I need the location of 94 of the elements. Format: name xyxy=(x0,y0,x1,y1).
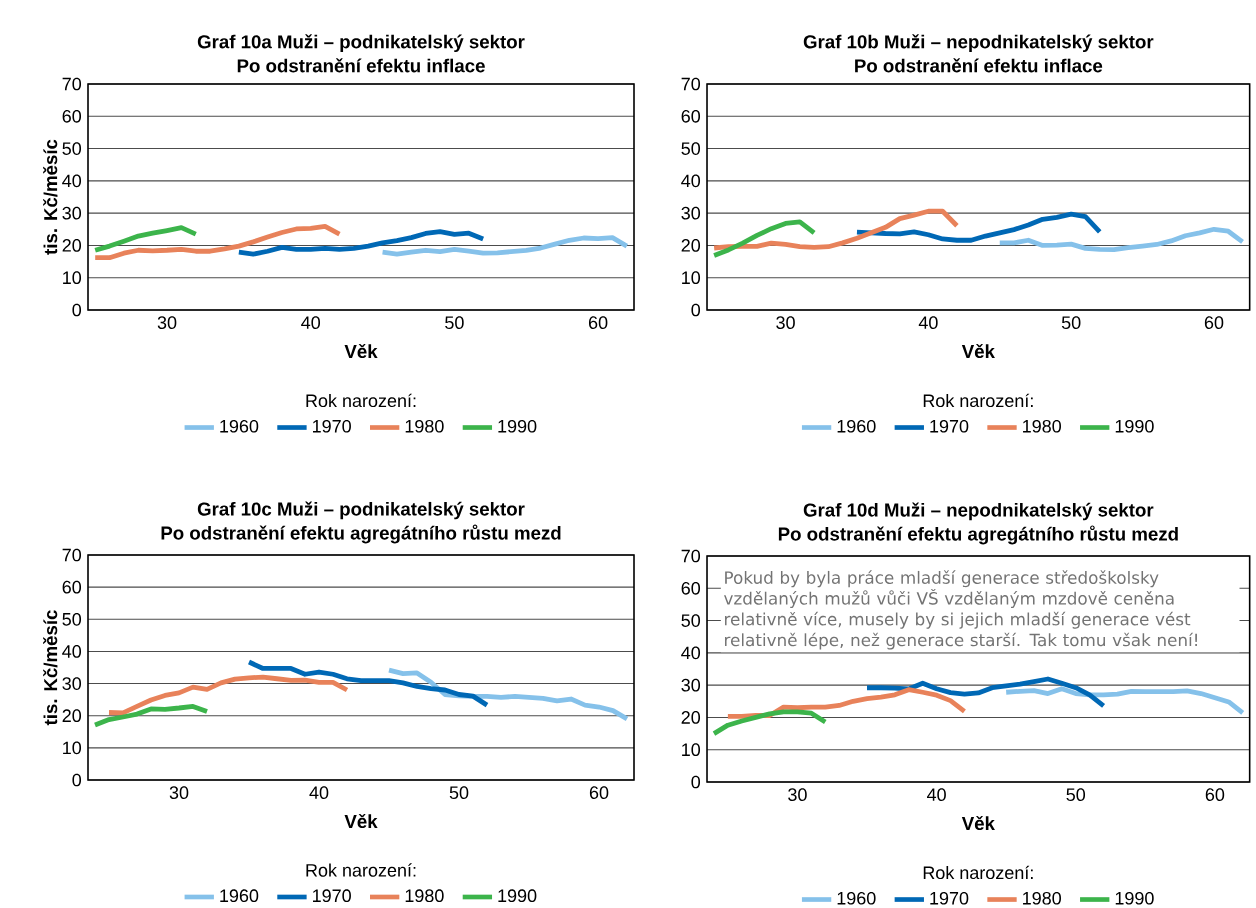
chart-subtitle: Po odstranění efektu agregátního růstu mezd xyxy=(161,524,561,544)
y-tick-label: 60 xyxy=(681,109,701,123)
x-axis-title: Věk xyxy=(344,813,378,829)
y-tick-label: 70 xyxy=(62,77,82,91)
y-tick-label: 70 xyxy=(681,77,701,91)
x-tick-label: 40 xyxy=(918,316,938,329)
legend-label: 1970 xyxy=(313,889,351,903)
y-axis-title: tis. Kč/měsíc xyxy=(43,139,58,255)
chart-title: Graf 10c Muži – podnikatelský sektor xyxy=(197,501,525,520)
y-tick-label: 30 xyxy=(681,206,701,220)
legend-label: 1960 xyxy=(220,889,259,903)
line-series xyxy=(711,208,960,251)
x-tick-label: 40 xyxy=(927,788,946,801)
x-axis-title: Věk xyxy=(961,815,995,831)
line-series xyxy=(997,226,1245,253)
y-tick-label: 40 xyxy=(62,174,82,188)
legend-title: Rok narození: xyxy=(923,393,1033,408)
legend-label: 1960 xyxy=(837,419,876,433)
legend-title: Rok narození: xyxy=(923,865,1033,880)
x-tick-label: 40 xyxy=(301,316,321,329)
y-tick-label: 10 xyxy=(63,741,82,755)
y-tick-label: 50 xyxy=(62,612,82,626)
line-series xyxy=(236,229,486,257)
x-tick-label: 30 xyxy=(788,788,807,801)
y-tick-label: 20 xyxy=(62,709,82,723)
y-tick-label: 20 xyxy=(681,239,701,252)
annotation: Pokud by byla práce mladší generace středoškolsky vzdělaných mužů vůči VŠ vzdělaným mzdově ceněna relativně více, musely by si jejich mladší generace vést relativně lépe, než generace starší. Tak tomu však není! xyxy=(724,570,1197,650)
x-tick-label: 60 xyxy=(589,786,609,799)
line-series xyxy=(854,211,1103,243)
line-series xyxy=(92,704,210,728)
x-tick-label: 60 xyxy=(1205,788,1225,801)
y-tick-label: 0 xyxy=(72,773,82,787)
y-tick-label: 60 xyxy=(681,581,701,595)
x-tick-label: 60 xyxy=(588,316,608,329)
legend-label: 1980 xyxy=(1023,891,1061,905)
y-tick-label: 70 xyxy=(62,548,82,562)
legend-label: 1980 xyxy=(1023,419,1061,433)
x-axis-title: Věk xyxy=(961,343,995,359)
y-tick-label: 30 xyxy=(681,678,701,692)
legend-label: 1990 xyxy=(498,889,537,903)
y-tick-label: 30 xyxy=(62,206,82,220)
y-tick-label: 10 xyxy=(682,271,701,285)
y-tick-label: 0 xyxy=(691,775,701,789)
line-series xyxy=(106,674,350,716)
line-series xyxy=(92,225,199,253)
chart-title: Graf 10d Muži – nepodnikatelský sektor xyxy=(803,502,1154,521)
y-tick-label: 40 xyxy=(681,646,701,660)
legend-title: Rok narození: xyxy=(306,393,416,408)
x-tick-label: 60 xyxy=(1204,316,1224,329)
y-tick-label: 10 xyxy=(63,271,82,285)
line-series xyxy=(711,709,828,736)
legend-label: 1980 xyxy=(405,889,444,903)
legend-label: 1970 xyxy=(930,891,969,905)
y-axis-title: tis. Kč/měsíc xyxy=(43,610,58,726)
legend-label: 1960 xyxy=(220,419,259,433)
legend-title: Rok narození: xyxy=(306,863,416,877)
legend-label: 1990 xyxy=(498,419,537,433)
chart-subtitle: Po odstranění efektu agregátního růstu mezd xyxy=(778,525,1178,545)
chart-title: Graf 10a Muži – podnikatelský sektor xyxy=(197,34,525,53)
chart-subtitle: Po odstranění efektu inflace xyxy=(855,58,1103,73)
x-tick-label: 30 xyxy=(157,316,177,329)
x-tick-label: 30 xyxy=(169,786,189,799)
y-tick-label: 40 xyxy=(681,174,701,188)
x-tick-label: 50 xyxy=(1061,316,1081,329)
y-tick-label: 0 xyxy=(691,303,701,317)
legend-label: 1970 xyxy=(930,419,969,433)
x-tick-label: 50 xyxy=(445,316,464,329)
y-tick-label: 40 xyxy=(62,645,82,658)
y-tick-label: 10 xyxy=(682,743,701,757)
y-tick-label: 60 xyxy=(62,109,82,123)
chart-title: Graf 10b Muži – nepodnikatelský sektor xyxy=(803,34,1154,53)
y-tick-label: 0 xyxy=(72,303,82,317)
legend-label: 1990 xyxy=(1115,891,1154,905)
x-tick-label: 30 xyxy=(776,316,795,329)
y-tick-label: 60 xyxy=(62,580,82,594)
legend-label: 1990 xyxy=(1115,419,1154,433)
y-tick-label: 20 xyxy=(681,711,701,724)
legend-label: 1970 xyxy=(313,419,351,433)
y-tick-label: 70 xyxy=(681,549,701,563)
x-axis-title: Věk xyxy=(344,343,378,359)
y-tick-label: 20 xyxy=(62,239,82,252)
line-series xyxy=(92,223,342,261)
line-series xyxy=(864,676,1106,709)
x-tick-label: 50 xyxy=(1066,788,1086,801)
line-series xyxy=(711,219,817,258)
x-tick-label: 40 xyxy=(309,786,329,799)
y-tick-label: 50 xyxy=(62,142,82,155)
chart-subtitle: Po odstranění efektu inflace xyxy=(237,58,485,73)
x-tick-label: 50 xyxy=(449,786,469,799)
y-tick-label: 30 xyxy=(62,677,82,690)
y-tick-label: 50 xyxy=(681,614,701,627)
y-tick-label: 50 xyxy=(681,142,701,155)
legend-label: 1960 xyxy=(837,891,876,905)
legend-label: 1980 xyxy=(405,419,444,433)
